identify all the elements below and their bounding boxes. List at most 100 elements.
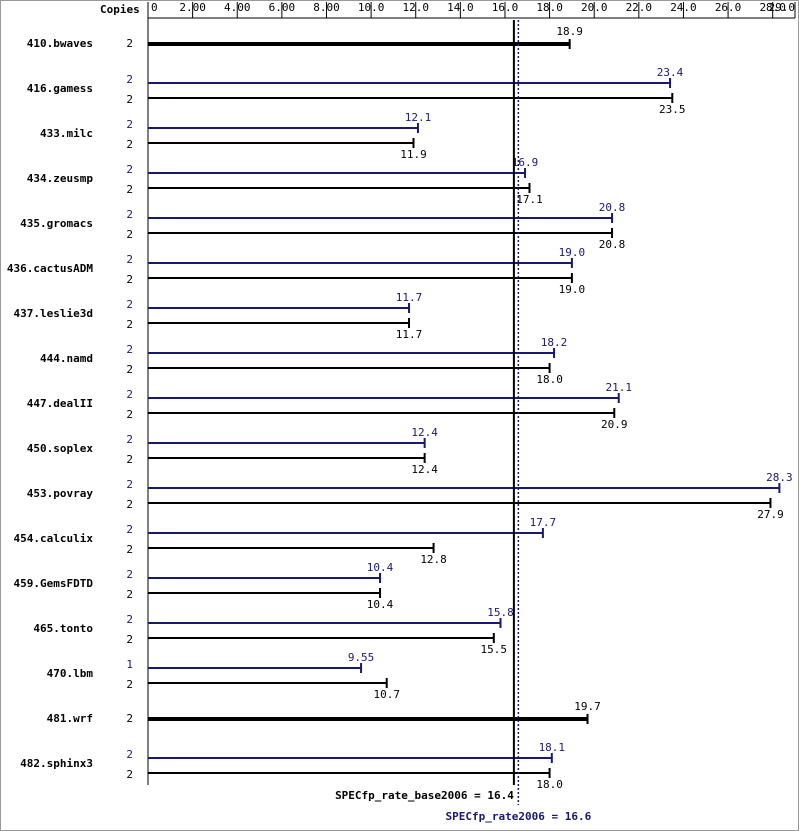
value-label: 20.8 bbox=[599, 238, 626, 251]
copies: 2 bbox=[126, 712, 133, 725]
copies: 2 bbox=[126, 388, 133, 401]
copies: 2 bbox=[126, 93, 133, 106]
reference-label: SPECfp_rate_base2006 = 16.4 bbox=[335, 789, 514, 802]
value-label: 16.9 bbox=[512, 156, 539, 169]
value-label: 19.7 bbox=[574, 700, 601, 713]
category-label: 416.gamess bbox=[27, 82, 93, 95]
x-tick-label: 29.0 bbox=[769, 1, 796, 14]
x-tick-label: 6.00 bbox=[269, 1, 296, 14]
value-label: 10.4 bbox=[367, 561, 394, 574]
copies: 2 bbox=[126, 768, 133, 781]
x-tick-label: 24.0 bbox=[670, 1, 697, 14]
category-label: 434.zeusmp bbox=[27, 172, 94, 185]
reference-label: SPECfp_rate2006 = 16.6 bbox=[446, 810, 592, 823]
value-label: 15.5 bbox=[481, 643, 508, 656]
value-label: 17.7 bbox=[530, 516, 557, 529]
value-label: 18.0 bbox=[536, 373, 563, 386]
value-label: 10.4 bbox=[367, 598, 394, 611]
copies: 2 bbox=[126, 453, 133, 466]
value-label: 10.7 bbox=[373, 688, 400, 701]
copies: 2 bbox=[126, 118, 133, 131]
x-tick-label: 20.0 bbox=[581, 1, 608, 14]
x-tick-label: 26.0 bbox=[715, 1, 742, 14]
copies: 2 bbox=[126, 568, 133, 581]
category-label: 410.bwaves bbox=[27, 37, 93, 50]
value-label: 27.9 bbox=[757, 508, 784, 521]
value-label: 15.8 bbox=[487, 606, 514, 619]
copies: 2 bbox=[126, 163, 133, 176]
category-label: 465.tonto bbox=[33, 622, 93, 635]
value-label: 12.4 bbox=[411, 463, 438, 476]
value-label: 18.9 bbox=[556, 25, 583, 38]
copies: 2 bbox=[126, 633, 133, 646]
value-label: 23.4 bbox=[657, 66, 684, 79]
x-tick-label: 0 bbox=[151, 1, 158, 14]
copies: 2 bbox=[126, 748, 133, 761]
value-label: 21.1 bbox=[605, 381, 632, 394]
value-label: 9.55 bbox=[348, 651, 375, 664]
copies: 1 bbox=[126, 658, 133, 671]
value-label: 18.2 bbox=[541, 336, 568, 349]
x-tick-label: 18.0 bbox=[536, 1, 563, 14]
category-label: 447.dealII bbox=[27, 397, 93, 410]
value-label: 11.9 bbox=[400, 148, 427, 161]
value-label: 17.1 bbox=[516, 193, 543, 206]
copies: 2 bbox=[126, 298, 133, 311]
x-tick-label: 2.00 bbox=[179, 1, 206, 14]
value-label: 12.1 bbox=[405, 111, 432, 124]
copies: 2 bbox=[126, 543, 133, 556]
x-tick-label: 10.0 bbox=[358, 1, 385, 14]
copies: 2 bbox=[126, 37, 133, 50]
category-label: 482.sphinx3 bbox=[20, 757, 93, 770]
category-label: 444.namd bbox=[40, 352, 93, 365]
copies-header: Copies bbox=[100, 3, 140, 16]
category-label: 436.cactusADM bbox=[7, 262, 93, 275]
copies: 2 bbox=[126, 498, 133, 511]
copies: 2 bbox=[126, 183, 133, 196]
x-tick-label: 4.00 bbox=[224, 1, 251, 14]
category-label: 453.povray bbox=[27, 487, 94, 500]
copies: 2 bbox=[126, 253, 133, 266]
category-label: 481.wrf bbox=[47, 712, 93, 725]
x-tick-label: 22.0 bbox=[626, 1, 653, 14]
copies: 2 bbox=[126, 478, 133, 491]
value-label: 20.8 bbox=[599, 201, 626, 214]
category-label: 470.lbm bbox=[47, 667, 94, 680]
copies: 2 bbox=[126, 273, 133, 286]
copies: 2 bbox=[126, 208, 133, 221]
x-tick-label: 12.0 bbox=[402, 1, 429, 14]
copies: 2 bbox=[126, 433, 133, 446]
x-tick-label: 28.0 bbox=[759, 1, 786, 14]
value-label: 18.1 bbox=[539, 741, 566, 754]
copies: 2 bbox=[126, 228, 133, 241]
copies: 2 bbox=[126, 613, 133, 626]
category-label: 454.calculix bbox=[14, 532, 94, 545]
copies: 2 bbox=[126, 408, 133, 421]
copies: 2 bbox=[126, 138, 133, 151]
x-tick-label: 14.0 bbox=[447, 1, 474, 14]
value-label: 12.4 bbox=[411, 426, 438, 439]
x-tick-label: 8.00 bbox=[313, 1, 340, 14]
copies: 2 bbox=[126, 73, 133, 86]
copies: 2 bbox=[126, 588, 133, 601]
copies: 2 bbox=[126, 343, 133, 356]
value-label: 19.0 bbox=[559, 246, 586, 259]
value-label: 28.3 bbox=[766, 471, 793, 484]
copies: 2 bbox=[126, 318, 133, 331]
category-label: 459.GemsFDTD bbox=[14, 577, 94, 590]
value-label: 20.9 bbox=[601, 418, 628, 431]
value-label: 19.0 bbox=[559, 283, 586, 296]
value-label: 12.8 bbox=[420, 553, 447, 566]
x-tick-label: 16.0 bbox=[492, 1, 519, 14]
value-label: 11.7 bbox=[396, 328, 423, 341]
copies: 2 bbox=[126, 523, 133, 536]
category-label: 435.gromacs bbox=[20, 217, 93, 230]
value-label: 18.0 bbox=[536, 778, 563, 791]
value-label: 23.5 bbox=[659, 103, 686, 116]
copies: 2 bbox=[126, 678, 133, 691]
value-label: 11.7 bbox=[396, 291, 423, 304]
category-label: 450.soplex bbox=[27, 442, 94, 455]
